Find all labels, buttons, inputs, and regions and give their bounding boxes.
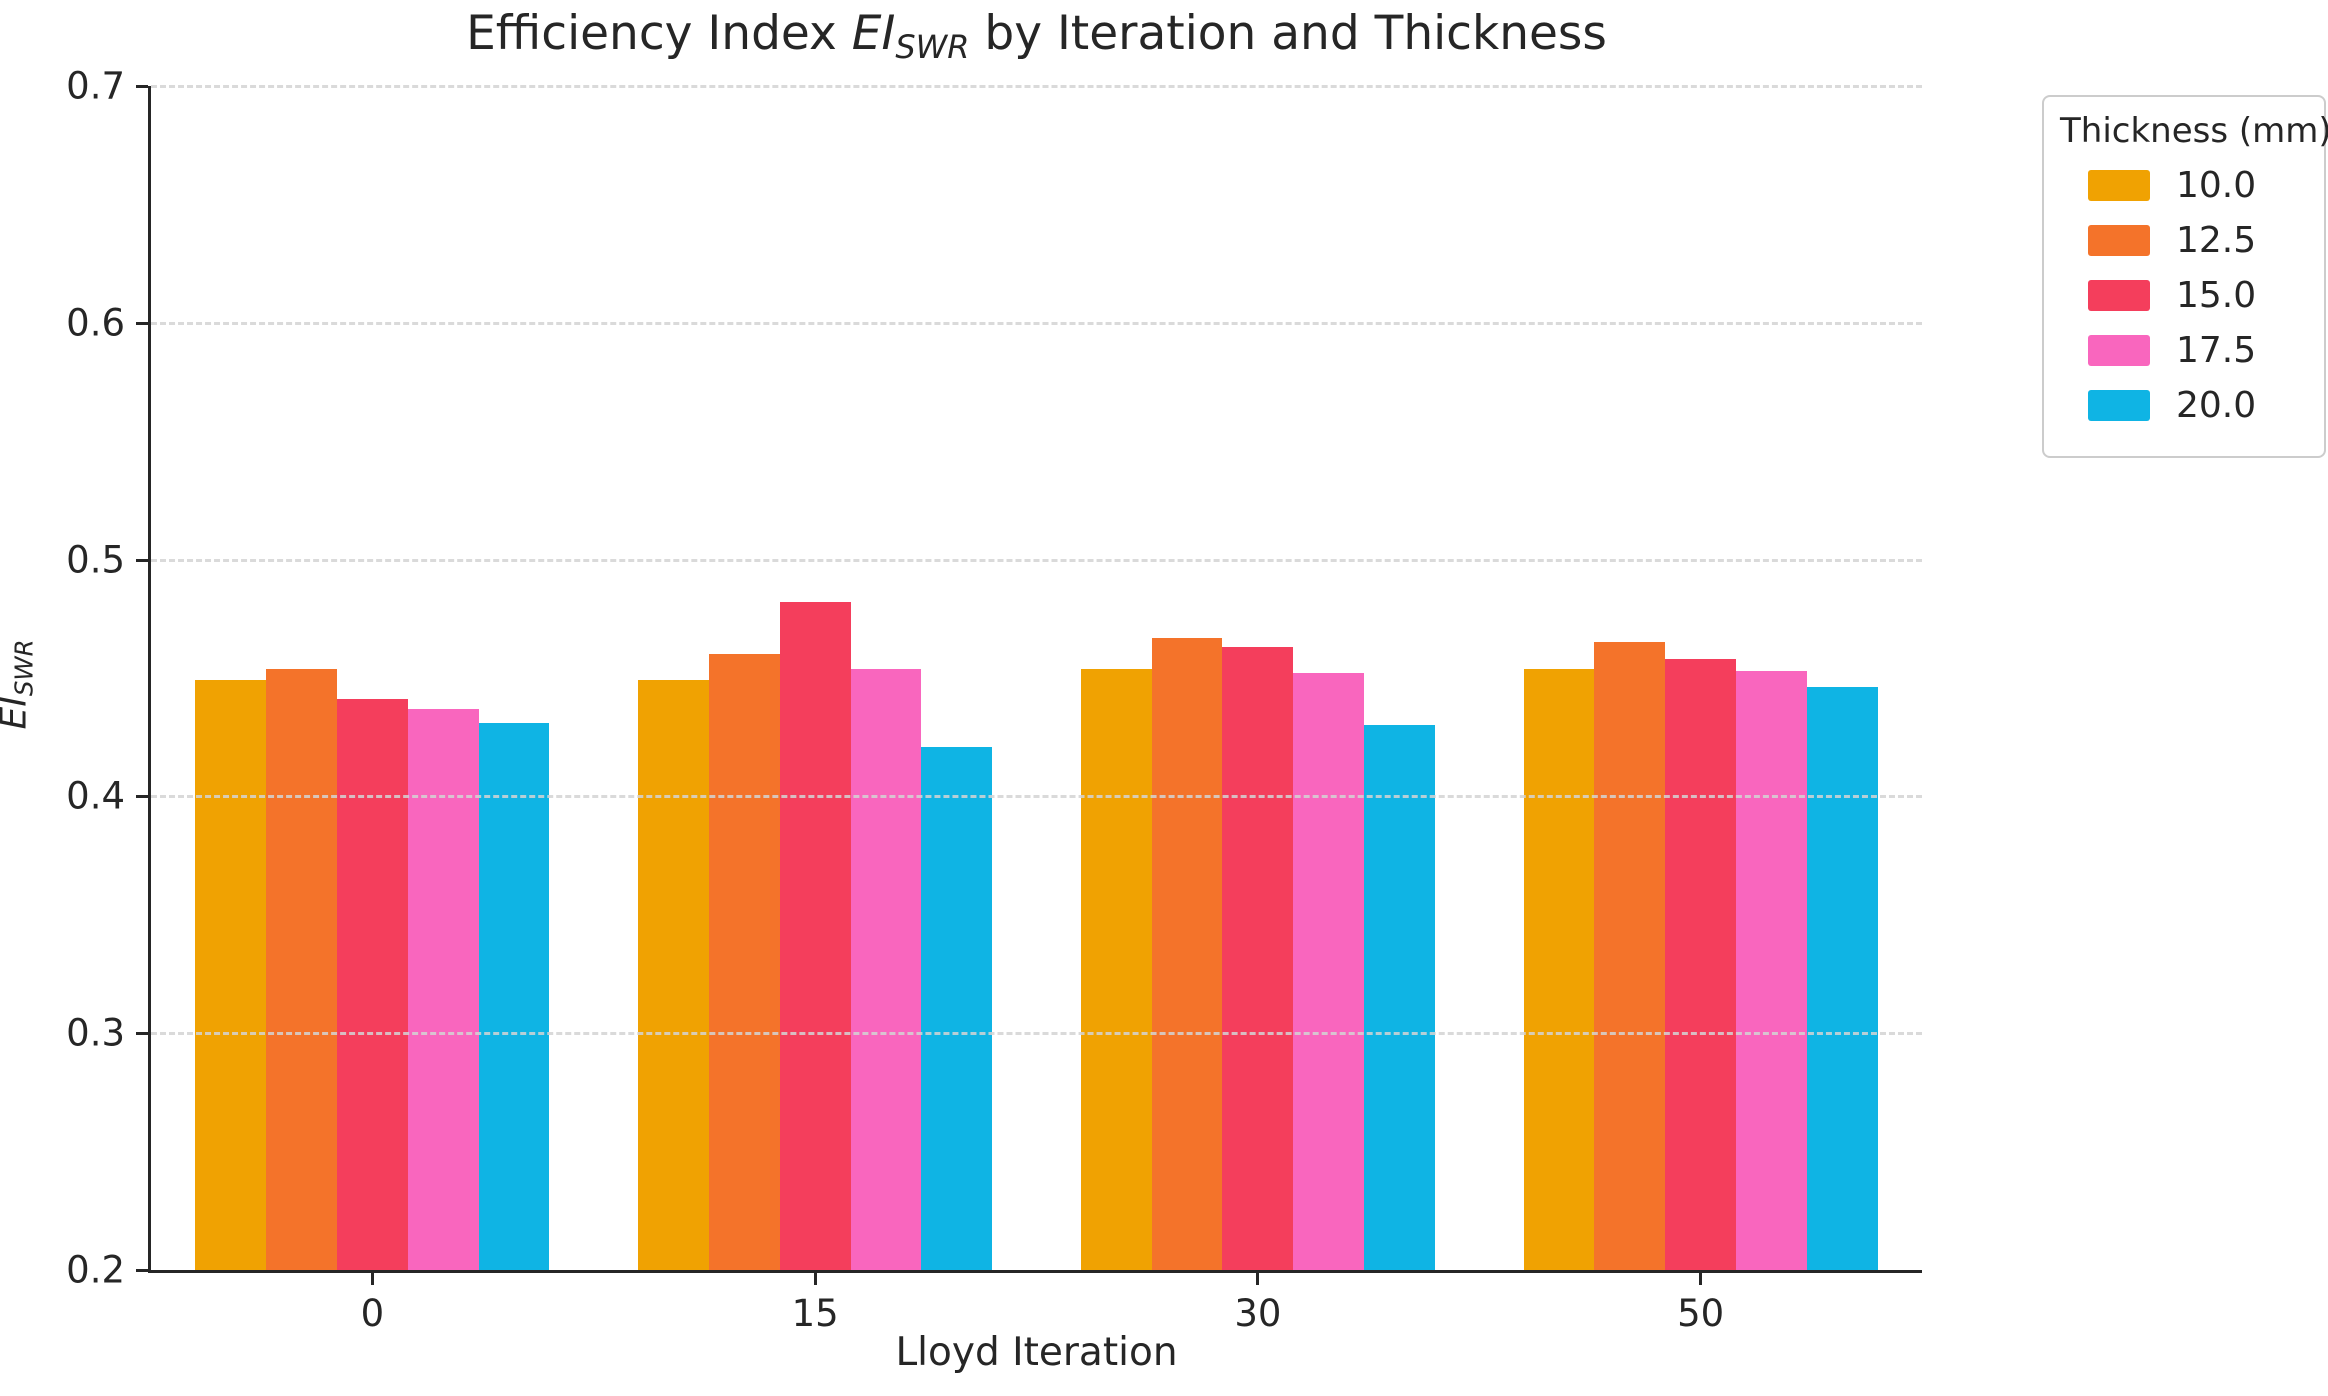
legend-item-17.5: 17.5 [2088, 330, 2306, 371]
gridline-y-0.6 [151, 321, 1922, 325]
legend-swatch-12.5 [2088, 225, 2150, 256]
chart-title: Efficiency Index EISWR by Iteration and … [151, 6, 1922, 66]
y-tick-label-0.4: 0.4 [66, 774, 125, 818]
y-tick-mark [136, 85, 148, 88]
y-tick-label-0.6: 0.6 [66, 301, 125, 345]
legend-label-20.0: 20.0 [2176, 385, 2257, 426]
y-tick-mark [136, 558, 148, 562]
bar-thickness-10.0-iter-15 [638, 680, 709, 1270]
x-tick-label-30: 30 [1234, 1292, 1282, 1335]
legend-item-10.0: 10.0 [2088, 165, 2306, 206]
legend-label-17.5: 17.5 [2176, 330, 2257, 371]
x-tick-label-15: 15 [791, 1292, 839, 1335]
title-subscript: SWR [895, 27, 970, 66]
bar-thickness-15.0-iter-15 [779, 602, 851, 1270]
gridline-y-0.3 [151, 1032, 1922, 1036]
x-axis-label: Lloyd Iteration [895, 1330, 1178, 1375]
y-axis-spine [148, 86, 151, 1273]
y-tick-label-0.7: 0.7 [66, 64, 125, 108]
x-tick-mark [813, 1273, 817, 1285]
legend-swatch-15.0 [2088, 280, 2150, 311]
title-math: EI [851, 6, 896, 61]
title-suffix: by Iteration and Thickness [969, 6, 1607, 61]
legend-swatch-10.0 [2088, 170, 2150, 201]
bar-thickness-10.0-iter-50 [1523, 668, 1595, 1270]
bar-thickness-15.0-iter-50 [1665, 659, 1737, 1270]
x-axis-spine [148, 1270, 1922, 1273]
title-prefix: Efficiency Index [466, 6, 852, 61]
y-tick-mark [136, 1032, 148, 1036]
bar-thickness-10.0-iter-30 [1080, 668, 1152, 1270]
plot-area: 0.2 0.3 0.4 0.5 0.6 0.7 0 15 30 50 [66, 65, 1922, 1335]
legend-label-10.0: 10.0 [2176, 165, 2257, 206]
bar-thickness-20.0-iter-50 [1806, 687, 1878, 1270]
y-tick-label-0.3: 0.3 [66, 1011, 125, 1055]
bar-thickness-12.5-iter-50 [1594, 642, 1666, 1270]
bar-thickness-17.5-iter-50 [1736, 670, 1807, 1270]
y-axis-label: EISWR [0, 384, 38, 984]
bar-thickness-17.5-iter-0 [407, 708, 479, 1270]
gridline-y-0.7 [151, 85, 1922, 88]
x-tick-label-50: 50 [1677, 1292, 1725, 1335]
gridline-y-0.5 [151, 558, 1922, 562]
bar-thickness-17.5-iter-15 [850, 668, 922, 1270]
y-tick-mark [136, 321, 148, 325]
bar-thickness-20.0-iter-0 [478, 723, 550, 1270]
bar-thickness-10.0-iter-0 [195, 680, 267, 1270]
bar-thickness-15.0-iter-30 [1222, 647, 1294, 1270]
legend-swatch-20.0 [2088, 390, 2150, 421]
bar-thickness-12.5-iter-15 [708, 654, 780, 1270]
y-tick-label-0.2: 0.2 [66, 1248, 125, 1292]
bar-thickness-17.5-iter-30 [1293, 673, 1365, 1270]
x-tick-mark [1699, 1273, 1703, 1285]
legend-item-15.0: 15.0 [2088, 275, 2306, 316]
bar-thickness-20.0-iter-15 [921, 746, 993, 1270]
bar-thickness-20.0-iter-30 [1364, 725, 1435, 1270]
y-axis-label-subscript: SWR [9, 639, 39, 697]
x-tick-label-0: 0 [360, 1292, 385, 1335]
legend-label-12.5: 12.5 [2176, 220, 2257, 261]
y-tick-mark [136, 795, 148, 799]
gridline-y-0.4 [151, 795, 1922, 799]
legend: Thickness (mm) 10.0 12.5 15.0 17.5 20.0 [2042, 95, 2328, 458]
legend-swatch-17.5 [2088, 335, 2150, 366]
legend-item-12.5: 12.5 [2088, 220, 2306, 261]
legend-label-15.0: 15.0 [2176, 275, 2257, 316]
x-tick-mark [1256, 1273, 1260, 1285]
y-tick-label-0.5: 0.5 [66, 538, 125, 582]
legend-title: Thickness (mm) [2060, 111, 2328, 151]
legend-item-20.0: 20.0 [2088, 385, 2306, 426]
bar-thickness-15.0-iter-0 [336, 699, 408, 1270]
y-tick-mark [136, 1269, 148, 1272]
x-tick-mark [370, 1273, 374, 1285]
y-axis-label-math: EI [0, 696, 35, 730]
bar-thickness-12.5-iter-0 [266, 668, 337, 1270]
bar-thickness-12.5-iter-30 [1151, 637, 1223, 1270]
